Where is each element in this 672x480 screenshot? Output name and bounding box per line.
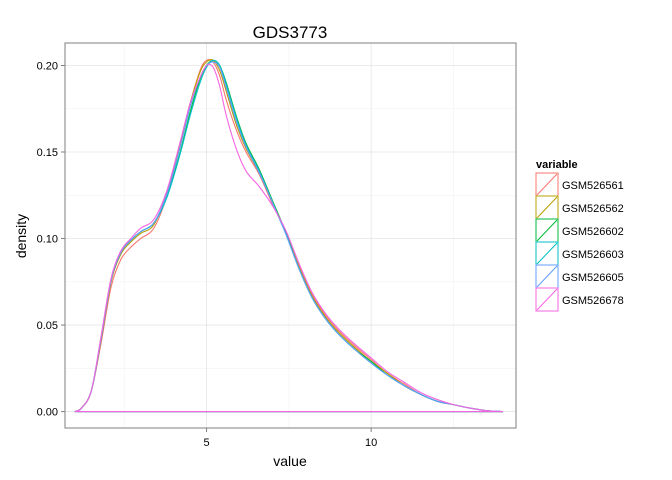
legend-label: GSM526605	[562, 272, 624, 284]
legend: variable GSM526561 GSM526562 GSM526602 GSM5…	[535, 159, 624, 312]
y-tick-label: 0.00	[37, 407, 58, 419]
series-line-GSM526561	[74, 58, 503, 413]
y-tick-label: 0.15	[37, 147, 58, 159]
series-line-GSM526605	[74, 61, 503, 413]
x-axis: 5 10	[203, 428, 377, 449]
legend-key-line	[536, 196, 558, 219]
legend-key-line	[536, 173, 558, 196]
series-group	[74, 58, 503, 413]
plot-panel-border	[64, 42, 517, 429]
series-line-GSM526678	[74, 63, 503, 413]
legend-key-line	[536, 288, 558, 311]
x-axis-label: value	[273, 453, 307, 469]
y-axis: 0.00 0.05 0.10 0.15 0.20	[37, 60, 65, 419]
y-tick-label: 0.20	[37, 60, 58, 72]
y-axis-label: density	[13, 214, 29, 258]
legend-key-line	[536, 242, 558, 265]
legend-label: GSM526561	[562, 180, 624, 192]
legend-label: GSM526602	[562, 226, 624, 238]
y-tick-label: 0.05	[37, 320, 58, 332]
legend-title: variable	[536, 159, 578, 171]
chart-title: GDS3773	[253, 23, 328, 42]
legend-key-line	[536, 265, 558, 288]
x-tick-label: 5	[203, 437, 209, 449]
y-tick-label: 0.10	[37, 234, 58, 246]
legend-label: GSM526562	[562, 203, 624, 215]
x-tick-label: 10	[365, 437, 377, 449]
legend-label: GSM526678	[562, 295, 624, 307]
legend-key-line	[536, 219, 558, 242]
legend-label: GSM526603	[562, 249, 624, 261]
